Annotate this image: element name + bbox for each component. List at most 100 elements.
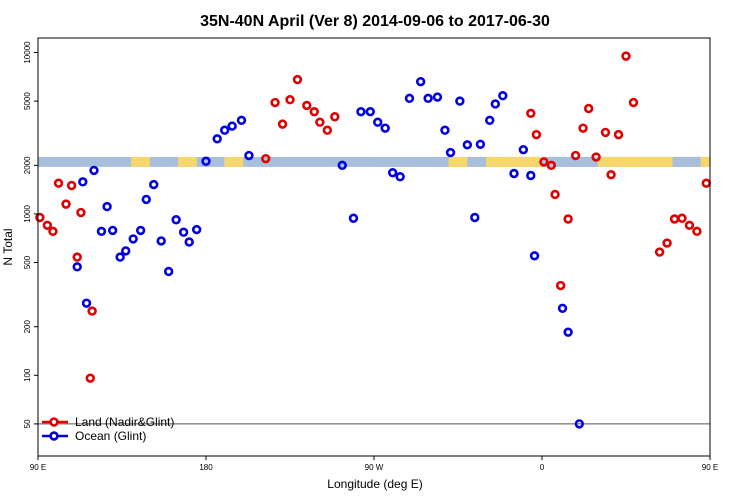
land-point: [550, 189, 560, 200]
x-tick-label: 180: [199, 463, 213, 472]
land-point: [315, 117, 325, 127]
ocean-point: [115, 252, 125, 262]
ocean-point: [141, 194, 151, 205]
ocean-point: [149, 179, 159, 190]
land-point: [555, 280, 566, 291]
ocean-point: [236, 115, 247, 126]
land-point: [563, 214, 573, 224]
land-point: [662, 238, 672, 248]
land-point: [613, 129, 624, 140]
ocean-point: [191, 224, 202, 235]
band-segment-land: [486, 156, 542, 167]
land-point: [53, 178, 64, 188]
ocean-point: [470, 212, 480, 223]
land-point: [701, 178, 711, 188]
land-point: [677, 213, 687, 223]
ocean-point: [201, 156, 211, 166]
land-point: [66, 180, 77, 191]
ocean-point: [440, 125, 450, 135]
x-tick-label: 90 W: [365, 463, 384, 472]
band-segment-land: [448, 156, 468, 167]
land-point: [76, 207, 86, 218]
ocean-point: [348, 213, 359, 223]
band-segment-land: [224, 156, 244, 167]
ocean-point: [462, 140, 473, 150]
ocean-point: [356, 106, 366, 117]
ocean-point: [78, 177, 88, 187]
ocean-point: [509, 168, 519, 179]
ocean-point: [475, 139, 486, 149]
ocean-point: [423, 93, 433, 104]
ocean-point: [498, 91, 508, 101]
ocean-point: [184, 237, 194, 247]
y-tick-label: 1000: [23, 204, 32, 222]
ocean-point: [107, 225, 118, 236]
ocean-point: [244, 150, 254, 161]
land-point: [684, 220, 695, 231]
land-point: [292, 74, 303, 85]
ocean-point: [380, 123, 390, 133]
ocean-point: [89, 165, 99, 176]
plot-frame: [37, 37, 711, 457]
land-point: [606, 169, 616, 180]
ocean-point: [163, 266, 174, 277]
ocean-point: [128, 234, 138, 244]
y-tick-label: 500: [23, 255, 32, 269]
land-point: [72, 252, 82, 262]
ocean-point: [365, 106, 375, 117]
ocean-point: [432, 92, 443, 102]
band-segment-ocean: [196, 156, 225, 167]
x-axis-label: Longitude (deg E): [327, 477, 422, 491]
band-segment-ocean: [150, 156, 178, 167]
ocean-point: [227, 121, 237, 131]
band-segment-land: [131, 156, 150, 167]
land-point: [531, 129, 542, 140]
land-ocean-band: [38, 156, 710, 167]
land-point: [583, 103, 594, 114]
land-point: [302, 100, 312, 111]
chart-title: 35N-40N April (Ver 8) 2014-09-06 to 2017…: [200, 13, 550, 30]
band-segment-ocean: [243, 156, 449, 167]
ocean-point: [96, 226, 107, 237]
ocean-point: [526, 170, 536, 181]
band-segment-land: [178, 156, 197, 167]
land-point: [285, 95, 295, 105]
land-point: [669, 214, 680, 224]
x-tick-label: 90 E: [30, 463, 46, 472]
ocean-point: [171, 215, 181, 225]
land-point: [270, 97, 280, 108]
ocean-point: [373, 117, 383, 127]
ocean-point: [485, 115, 495, 126]
legend-label: Ocean (Glint): [75, 429, 146, 443]
ocean-point: [102, 201, 112, 212]
y-tick-label: 2000: [23, 156, 32, 174]
band-segment-ocean: [467, 156, 486, 167]
ocean-point: [490, 99, 501, 109]
land-point: [309, 106, 319, 117]
band-segment-land: [598, 156, 673, 167]
land-point: [261, 153, 271, 164]
ocean-point: [212, 134, 222, 144]
ocean-point: [121, 246, 131, 256]
land-point: [539, 157, 549, 167]
ocean-point: [178, 227, 189, 237]
land-point: [35, 212, 45, 223]
legend-label: Land (Nadir&Glint): [75, 415, 174, 429]
y-tick-label: 10000: [23, 41, 32, 64]
ocean-point: [387, 168, 398, 178]
land-point: [591, 152, 601, 162]
ocean-point: [72, 262, 82, 272]
y-tick-label: 50: [23, 419, 32, 428]
data-points: [35, 51, 711, 429]
ocean-point: [81, 298, 92, 308]
ocean-point: [563, 327, 573, 337]
band-segment-ocean: [542, 156, 598, 167]
y-axis-label: N Total: [1, 228, 15, 265]
legend-swatch-marker: [49, 431, 59, 441]
land-point: [85, 373, 95, 383]
land-point: [526, 108, 536, 119]
land-point: [322, 125, 333, 135]
ocean-point: [404, 93, 415, 104]
band-segment-ocean: [38, 156, 132, 167]
band-segment-ocean: [672, 156, 701, 167]
